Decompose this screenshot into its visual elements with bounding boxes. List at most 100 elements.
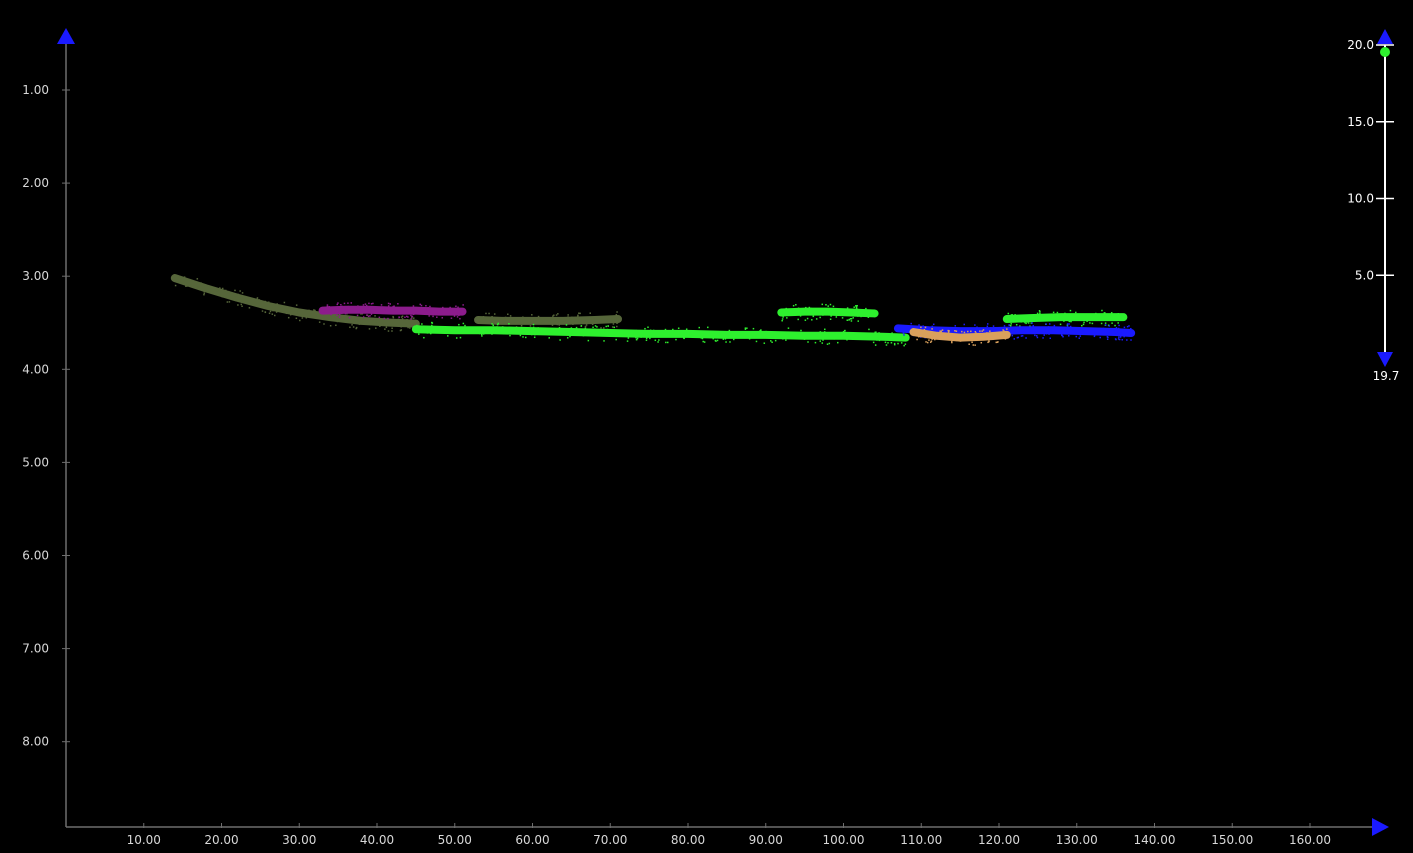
scatter-speck: [460, 330, 463, 332]
scatter-speck: [1105, 330, 1108, 333]
scatter-speck: [409, 327, 411, 329]
scatter-speck: [1117, 338, 1120, 340]
scatter-speck: [614, 333, 617, 335]
scatter-speck: [1093, 335, 1096, 338]
scatter-speck: [826, 313, 828, 315]
scatter-speck: [615, 314, 618, 316]
scatter-speck: [725, 341, 727, 343]
scatter-speck: [982, 329, 985, 331]
scatter-speck: [627, 337, 630, 339]
scatter-speck: [605, 318, 608, 321]
scatter-speck: [983, 335, 986, 337]
scatter-speck: [326, 305, 329, 308]
x-tick-label: 10.00: [127, 833, 161, 847]
scatter-speck: [183, 276, 186, 278]
scatter-speck: [989, 330, 991, 332]
data-point: [608, 330, 613, 335]
scatter-speck: [503, 318, 506, 321]
scatter-speck: [975, 332, 977, 334]
scatter-speck: [225, 289, 227, 292]
scatter-speck: [1120, 334, 1122, 337]
scatter-speck: [991, 332, 994, 335]
data-point: [266, 303, 271, 308]
scale-up-arrow-icon[interactable]: [1377, 29, 1393, 44]
scatter-speck: [534, 333, 536, 336]
scatter-speck: [1025, 337, 1027, 339]
scatter-speck: [459, 312, 462, 315]
scatter-speck: [355, 326, 358, 329]
scatter-speck: [1070, 320, 1072, 323]
scatter-speck: [682, 337, 685, 339]
scatter-speck: [643, 335, 645, 338]
scatter-speck: [605, 325, 607, 328]
scatter-speck: [449, 306, 451, 309]
x-tick-label: 60.00: [515, 833, 549, 847]
data-point: [903, 335, 908, 340]
scatter-speck: [420, 311, 423, 314]
scatter-speck: [812, 310, 815, 312]
scatter-speck: [616, 321, 619, 324]
scatter-speck: [1045, 323, 1047, 325]
scatter-speck: [567, 314, 569, 316]
scatter-speck: [548, 337, 550, 339]
scatter-speck: [400, 316, 403, 318]
scatter-speck: [986, 323, 989, 325]
scatter-speck: [867, 337, 869, 340]
scatter-speck: [366, 314, 368, 316]
scatter-speck: [1118, 324, 1120, 327]
scatter-speck: [358, 323, 361, 325]
scatter-speck: [937, 333, 939, 335]
scatter-speck: [850, 320, 853, 322]
scatter-speck: [1119, 317, 1122, 319]
scatter-speck: [420, 304, 423, 307]
scatter-speck: [226, 301, 229, 303]
scatter-speck: [1076, 317, 1079, 320]
scatter-speck: [387, 330, 390, 332]
scatter-speck: [218, 288, 221, 291]
scale-handle[interactable]: [1380, 47, 1390, 57]
scatter-speck: [431, 324, 433, 327]
scatter-speck: [918, 324, 920, 326]
scatter-speck: [1026, 321, 1028, 323]
scatter-speck: [600, 327, 602, 329]
scatter-speck: [430, 326, 432, 329]
scatter-speck: [771, 341, 773, 344]
scatter-speck: [782, 311, 784, 313]
color-scale[interactable]: 20.0 15.0 10.0 5.0 19.7: [1347, 29, 1399, 383]
scatter-speck: [581, 332, 584, 334]
scatter-speck: [574, 323, 577, 325]
scatter-speck: [885, 344, 888, 346]
scatter-speck: [256, 298, 258, 300]
scatter-speck: [319, 315, 322, 318]
scatter-speck: [512, 328, 515, 331]
scatter-speck: [712, 337, 714, 340]
scatter-speck: [493, 327, 496, 330]
scatter-speck: [338, 308, 341, 311]
scatter-speck: [276, 303, 278, 305]
scatter-speck: [1002, 329, 1004, 331]
scatter-speck: [1021, 335, 1024, 337]
scatter-speck: [710, 335, 713, 337]
scatter-speck: [570, 327, 573, 329]
scatter-speck: [456, 316, 459, 318]
scatter-speck: [856, 333, 858, 336]
scatter-speck: [196, 284, 198, 287]
scatter-speck: [383, 317, 386, 320]
scatter-speck: [239, 296, 241, 299]
scatter-speck: [594, 316, 597, 319]
scatter-speck: [781, 318, 784, 320]
scatter-speck: [782, 338, 784, 340]
data-point: [1121, 315, 1126, 320]
scatter-speck: [815, 308, 818, 310]
scatter-speck: [221, 287, 224, 290]
scatter-speck: [261, 310, 264, 312]
scatter-speck: [535, 328, 537, 331]
scale-down-arrow-icon[interactable]: [1377, 352, 1393, 367]
scatter-speck: [707, 326, 709, 329]
scatter-speck: [1104, 312, 1106, 314]
scatter-speck: [781, 319, 783, 322]
scatter-speck: [800, 329, 802, 332]
scatter-speck: [327, 311, 330, 314]
scatter-speck: [198, 286, 200, 288]
scatter-speck: [792, 304, 795, 307]
